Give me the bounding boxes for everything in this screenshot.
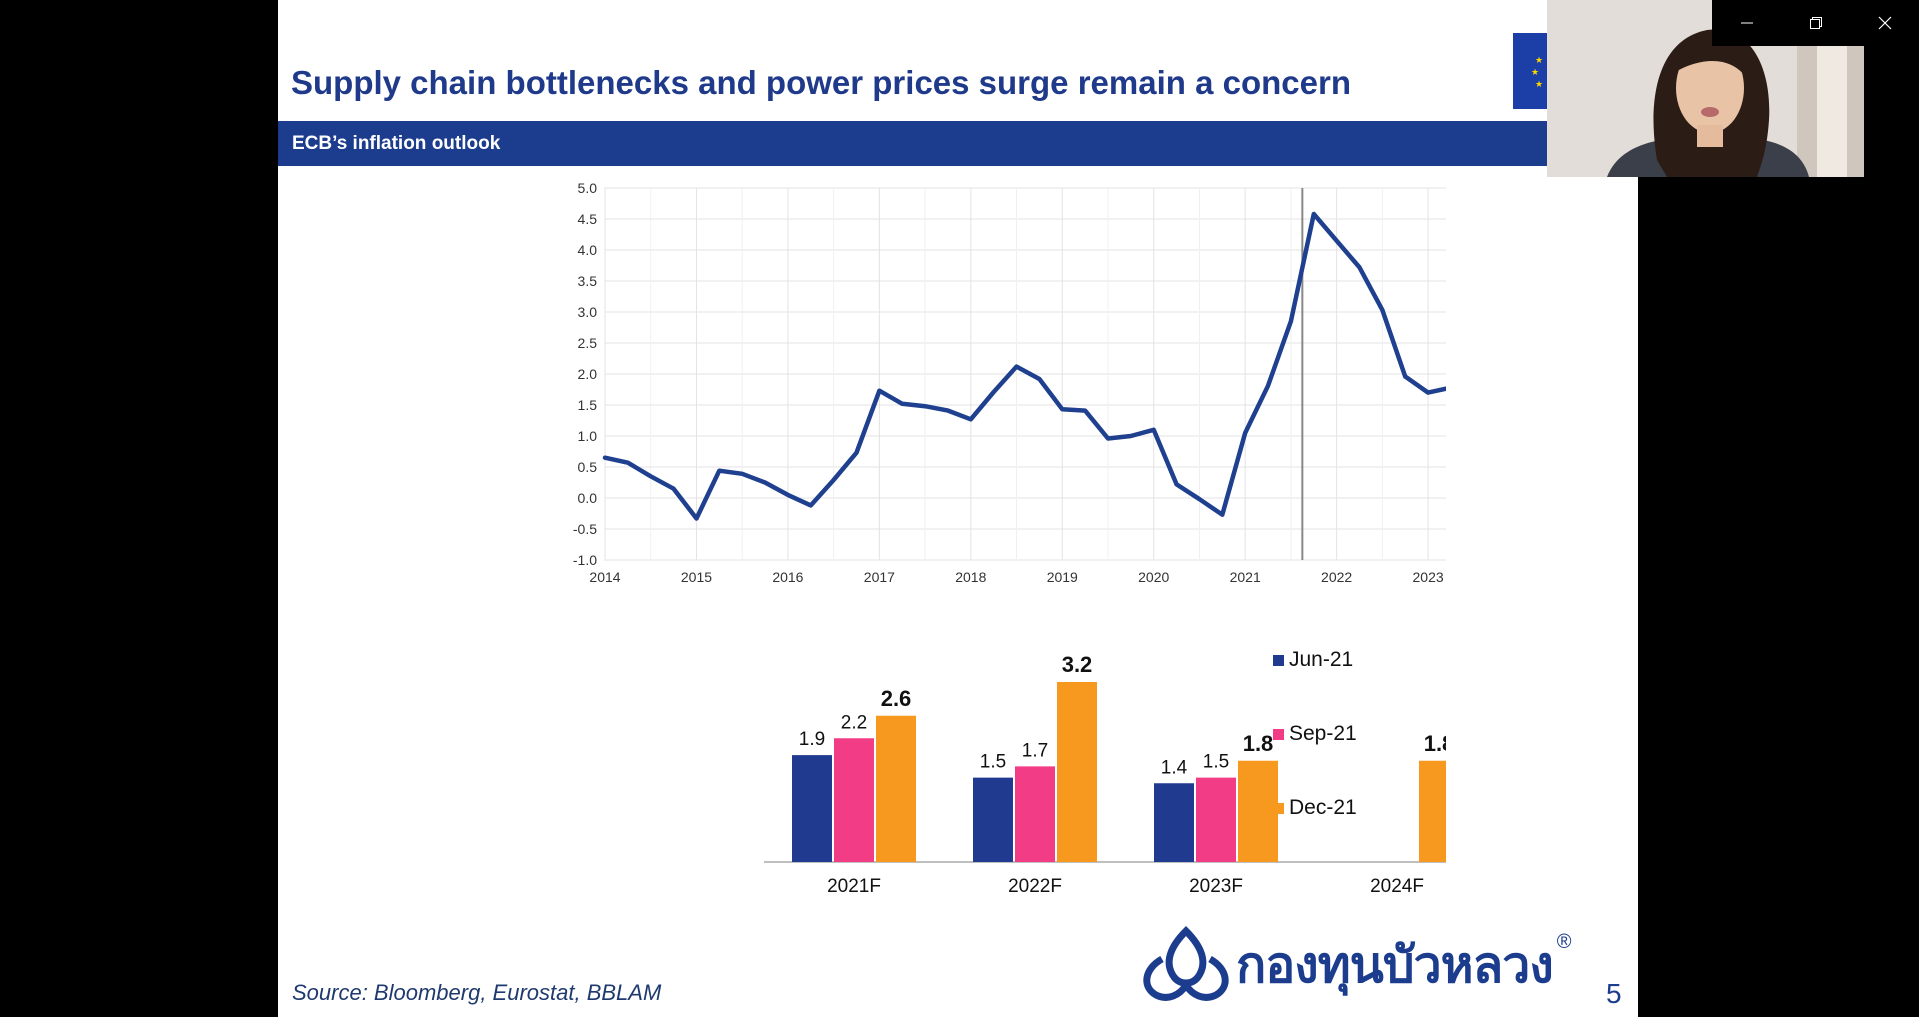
y-tick-label: 0.5 <box>578 459 598 475</box>
bar-value-label: 1.9 <box>799 729 825 750</box>
y-tick-label: 0.0 <box>578 490 598 506</box>
minimize-icon <box>1740 22 1753 24</box>
bar-value-label: 1.8 <box>1243 731 1274 756</box>
category-label: 2023F <box>1189 876 1243 897</box>
bar-value-label: 2.2 <box>841 712 867 733</box>
section-header-bar: ECB’s inflation outlook <box>278 121 1638 166</box>
y-tick-label: 3.0 <box>578 304 598 320</box>
x-tick-label: 2015 <box>681 569 712 585</box>
y-tick-label: 1.5 <box>578 397 598 413</box>
y-tick-label: 5.0 <box>578 180 598 196</box>
inflation-forecast-bar-chart: 1.9 2.2 2.6 2021F 1.5 1.7 3.2 2022F 1.4 1.5 1.8 202… <box>764 652 1446 897</box>
x-tick-label: 2020 <box>1138 569 1169 585</box>
bar-dec-21 <box>1419 760 1446 862</box>
svg-text:★: ★ <box>1531 68 1539 78</box>
bar-value-label: 1.5 <box>980 752 1006 773</box>
x-tick-label: 2014 <box>589 569 620 585</box>
x-tick-label: 2022 <box>1321 569 1352 585</box>
bar-jun-21 <box>792 755 832 862</box>
minimize-button[interactable] <box>1712 0 1781 46</box>
legend-swatch <box>1273 802 1284 814</box>
y-tick-label: 4.5 <box>578 211 598 227</box>
lotus-logo-icon <box>1143 926 1229 1001</box>
legend-label: Sep-21 <box>1289 722 1357 745</box>
registered-mark: ® <box>1556 931 1572 953</box>
section-header-text: ECB’s inflation outlook <box>292 133 501 154</box>
x-tick-label: 2018 <box>955 569 986 585</box>
legend-swatch <box>1273 728 1284 740</box>
restore-icon <box>1809 17 1822 29</box>
bar-sep-21 <box>1015 766 1055 862</box>
bar-dec-21 <box>876 715 916 862</box>
y-tick-label: 3.5 <box>578 273 598 289</box>
y-tick-label: 2.0 <box>578 366 598 382</box>
category-label: 2022F <box>1008 876 1062 897</box>
bar-dec-21 <box>1057 682 1097 862</box>
svg-text:★: ★ <box>1535 56 1543 66</box>
logo-wordmark: กองทุนบัวหลวง <box>1236 935 1554 994</box>
presentation-slide: Supply chain bottlenecks and power price… <box>278 0 1638 1017</box>
bar-sep-21 <box>834 738 874 862</box>
bar-value-label: 1.4 <box>1161 757 1188 778</box>
bar-dec-21 <box>1238 760 1278 862</box>
y-tick-label: 1.0 <box>578 428 598 444</box>
bar-value-label: 3.2 <box>1062 652 1093 677</box>
legend-item-sep21: Sep-21 <box>1273 722 1357 746</box>
y-tick-label: -0.5 <box>573 521 597 537</box>
inflation-series-line <box>602 211 1446 521</box>
bar-jun-21 <box>973 777 1013 862</box>
y-tick-label: 2.5 <box>578 335 598 351</box>
legend-item-dec21: Dec-21 <box>1273 796 1357 820</box>
category-label: 2024F <box>1370 876 1424 897</box>
restore-button[interactable] <box>1781 0 1850 46</box>
page-number: 5 <box>1606 978 1622 1009</box>
inflation-line-chart: 5.0 4.5 4.0 3.5 3.0 2.5 2.0 1.5 1.0 0.5 0.0 -0.5 -1.… <box>573 180 1446 585</box>
x-tick-label: 2023 <box>1413 569 1444 585</box>
x-tick-label: 2019 <box>1047 569 1078 585</box>
svg-text:★: ★ <box>1535 80 1543 90</box>
category-label: 2021F <box>827 876 881 897</box>
close-icon <box>1878 16 1891 30</box>
x-tick-label: 2017 <box>864 569 895 585</box>
x-tick-label: 2021 <box>1230 569 1261 585</box>
bar-sep-21 <box>1196 777 1236 862</box>
legend-label: Dec-21 <box>1289 796 1357 819</box>
bar-value-label: 1.5 <box>1203 752 1229 773</box>
y-tick-label: -1.0 <box>573 552 597 568</box>
bar-value-label: 1.7 <box>1022 740 1048 761</box>
close-button[interactable] <box>1850 0 1919 46</box>
bar-value-label: 2.6 <box>881 686 912 711</box>
x-tick-label: 2016 <box>772 569 803 585</box>
bar-jun-21 <box>1154 783 1194 862</box>
window-controls <box>1712 0 1919 46</box>
slide-title: Supply chain bottlenecks and power price… <box>291 64 1351 101</box>
y-tick-label: 4.0 <box>578 242 598 258</box>
bar-value-label: 1.8 <box>1424 731 1446 756</box>
legend-label: Jun-21 <box>1289 648 1354 671</box>
legend-item-jun21: Jun-21 <box>1273 648 1353 672</box>
bblam-logo: กองทุนบัวหลวง ® <box>1136 925 1572 1005</box>
source-note: Source: Bloomberg, Eurostat, BBLAM <box>292 980 662 1005</box>
legend-swatch <box>1273 654 1284 666</box>
